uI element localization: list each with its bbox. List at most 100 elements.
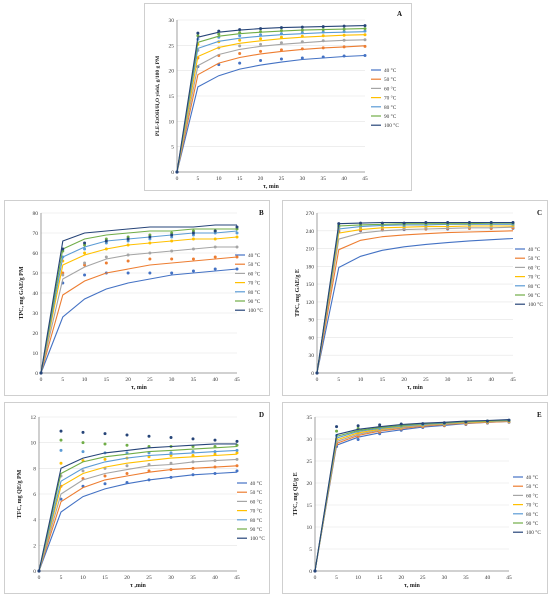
panel-e: 0 5 10 15 20 25 30 35 0 5 10 15 20 25 30 35 40 45 τ, min TF… — [282, 402, 548, 594]
data-point-b-6 — [61, 247, 65, 251]
series-line-a-6 — [176, 25, 366, 173]
data-point-d-5 — [235, 443, 239, 447]
series-line-c-2 — [316, 226, 514, 374]
legend-label-c-4: 80 °C — [528, 283, 541, 290]
x-tick-label-e: 40 — [485, 575, 491, 581]
x-tick-label-c: 45 — [510, 377, 516, 383]
data-point-d-0 — [125, 480, 129, 484]
data-point-d-6 — [103, 432, 107, 436]
x-tick-label-b: 30 — [169, 377, 175, 383]
y-tick-label-a: 0 — [171, 170, 174, 176]
data-point-a-1 — [279, 48, 283, 52]
data-point-b-3 — [148, 241, 152, 245]
data-point-b-3 — [235, 235, 239, 239]
y-tick-label-e: 15 — [307, 503, 313, 509]
data-point-a-5 — [238, 31, 242, 35]
data-point-b-6 — [83, 241, 87, 245]
y-tick-label-c: 120 — [306, 300, 315, 306]
origin-point-c — [315, 371, 319, 375]
data-point-b-6 — [104, 239, 108, 243]
data-point-a-2 — [238, 44, 242, 48]
data-point-a-6 — [217, 29, 221, 33]
y-tick-label-b: 50 — [33, 271, 39, 277]
data-point-a-5 — [342, 27, 346, 31]
legend-label-a-2: 60 °C — [384, 85, 397, 92]
y-tick-label-b: 40 — [33, 291, 39, 297]
x-tick-label-e: 15 — [377, 575, 383, 581]
data-point-c-6 — [402, 221, 406, 225]
panel-c: 0 30 60 90 120 150 180 210 240 270 0 5 10 15 20 25 30 35 4… — [282, 200, 548, 396]
data-point-d-4 — [59, 448, 63, 452]
data-point-b-0 — [83, 273, 87, 277]
data-point-d-3 — [191, 454, 195, 457]
y-tick-label-d: 4 — [33, 518, 36, 524]
x-tick-label-e: 20 — [398, 575, 404, 581]
data-point-e-0 — [356, 437, 360, 441]
data-point-a-0 — [300, 56, 304, 60]
legend-label-b-4: 80 °C — [248, 289, 261, 296]
data-point-a-3 — [300, 34, 304, 38]
x-tick-label-a: 30 — [300, 176, 306, 182]
data-point-d-4 — [169, 451, 173, 455]
y-axis-title-c: TPC, mg GAE/g E — [295, 269, 301, 317]
data-point-a-6 — [279, 26, 283, 30]
legend-label-e-3: 70 °C — [526, 502, 539, 509]
data-point-a-1 — [321, 46, 325, 50]
legend-label-c-3: 70 °C — [528, 274, 541, 281]
y-tick-label-a: 10 — [169, 119, 175, 125]
data-point-a-1 — [300, 47, 304, 51]
x-tick-label-e: 25 — [420, 575, 426, 581]
legend-label-b-5: 90 °C — [248, 298, 261, 305]
data-point-d-1 — [169, 468, 173, 472]
legend-label-c-1: 50 °C — [528, 255, 541, 262]
data-point-d-1 — [147, 469, 151, 473]
data-point-d-6 — [213, 438, 217, 442]
legend-label-c-0: 40 °C — [528, 246, 541, 253]
y-tick-label-d: 8 — [33, 466, 36, 472]
data-point-a-5 — [321, 28, 325, 32]
series-line-b-2 — [40, 246, 237, 374]
x-tick-label-d: 30 — [168, 575, 174, 581]
data-point-a-1 — [238, 51, 242, 55]
legend-label-d-4: 80 °C — [250, 517, 263, 524]
series-line-c-6 — [316, 221, 513, 374]
data-point-a-5 — [300, 28, 304, 32]
y-tick-label-c: 270 — [306, 211, 315, 217]
legend-label-b-6: 100 °C — [248, 307, 263, 314]
data-point-b-3 — [83, 251, 87, 255]
y-tick-label-e: 10 — [307, 525, 313, 531]
legend-label-e-6: 100 °C — [526, 529, 541, 536]
data-point-b-6 — [235, 225, 239, 229]
y-tick-label-c: 180 — [306, 264, 315, 270]
series-line-d-3 — [38, 453, 238, 572]
y-tick-label-a: 15 — [169, 94, 175, 100]
data-point-d-6 — [81, 430, 85, 434]
panel-b: 0 10 20 30 40 50 60 70 80 0 5 10 15 20 25 30 35 40 45 τ, mi… — [4, 200, 270, 396]
data-point-a-0 — [238, 61, 242, 65]
data-point-a-6 — [321, 25, 325, 29]
x-tick-label-b: 10 — [82, 377, 88, 383]
y-tick-label-b: 70 — [33, 231, 39, 237]
data-point-b-1 — [213, 255, 217, 259]
data-point-e-6 — [507, 418, 511, 422]
data-point-a-6 — [196, 31, 200, 35]
x-tick-label-e: 35 — [463, 575, 469, 581]
series-line-b-1 — [40, 256, 238, 374]
data-point-c-6 — [467, 220, 471, 224]
legend-label-c-6: 100 °C — [528, 301, 543, 308]
x-tick-label-d: 40 — [212, 575, 218, 581]
data-point-e-6 — [421, 422, 425, 426]
data-point-b-1 — [104, 261, 108, 265]
series-line-c-0 — [316, 237, 514, 374]
x-tick-label-c: 10 — [358, 377, 364, 383]
y-tick-label-d: 6 — [33, 492, 36, 498]
y-tick-label-a: 20 — [169, 69, 175, 75]
origin-point-e — [313, 569, 317, 573]
data-point-b-2 — [191, 247, 195, 251]
x-tick-label-d: 15 — [102, 575, 108, 581]
chart-e-svg: 0 5 10 15 20 25 30 35 0 5 10 15 20 25 30 35 40 45 τ, min TF… — [293, 411, 542, 589]
data-point-a-6 — [363, 24, 367, 28]
x-tick-label-b: 35 — [191, 377, 197, 383]
data-point-c-6 — [511, 220, 515, 224]
x-tick-label-c: 20 — [401, 377, 407, 383]
